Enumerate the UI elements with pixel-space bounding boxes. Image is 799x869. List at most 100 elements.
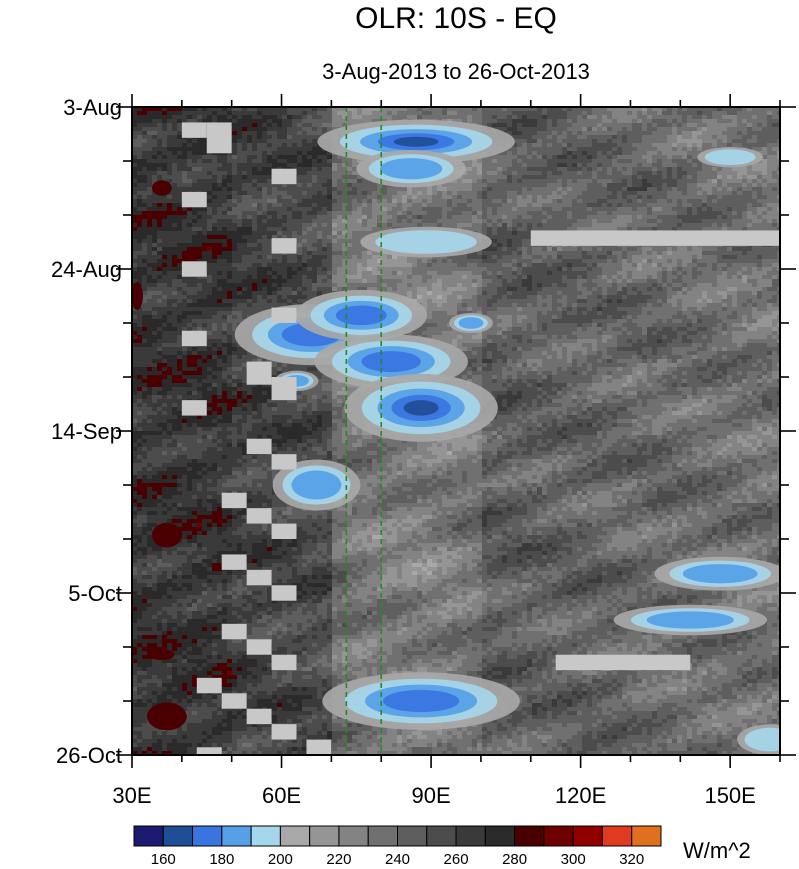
olr-cell <box>207 235 213 240</box>
olr-cell <box>197 183 203 188</box>
olr-cell <box>672 111 678 116</box>
olr-cell <box>752 203 758 208</box>
olr-cell <box>742 219 748 224</box>
olr-cell <box>552 151 558 156</box>
olr-cell <box>297 147 303 152</box>
olr-cell <box>182 211 188 216</box>
olr-cell <box>692 139 698 144</box>
olr-cell <box>642 115 648 120</box>
olr-cell <box>647 199 653 204</box>
olr-cell <box>277 151 283 156</box>
olr-cell <box>562 159 568 164</box>
olr-cell <box>347 175 353 180</box>
olr-cell <box>757 187 763 192</box>
olr-cell <box>387 199 393 204</box>
olr-cell <box>397 255 403 260</box>
olr-cell <box>172 119 178 124</box>
olr-cell <box>492 107 498 112</box>
olr-cell <box>372 207 378 212</box>
olr-cell <box>702 127 708 132</box>
olr-cell <box>352 235 358 240</box>
olr-cell <box>152 219 158 224</box>
olr-cell <box>252 155 258 160</box>
olr-cell <box>512 215 518 220</box>
olr-cell <box>547 171 553 176</box>
olr-cell <box>747 175 753 180</box>
olr-cell <box>342 107 348 112</box>
olr-cell <box>152 171 158 176</box>
olr-cell <box>777 183 780 188</box>
olr-cell <box>387 115 393 120</box>
olr-cell <box>562 131 568 136</box>
olr-cell <box>317 123 323 128</box>
olr-cell <box>647 187 653 192</box>
olr-cell <box>722 135 728 140</box>
olr-cell <box>662 207 668 212</box>
olr-cell <box>522 123 528 128</box>
olr-cell <box>162 231 168 236</box>
olr-cell <box>257 183 263 188</box>
olr-cell <box>717 255 723 260</box>
olr-cell <box>327 223 333 228</box>
olr-cell <box>302 215 308 220</box>
olr-cell <box>582 139 588 144</box>
olr-cell <box>337 191 343 196</box>
olr-cell <box>647 215 653 220</box>
olr-cell <box>752 147 758 152</box>
olr-cell <box>572 155 578 160</box>
olr-cell <box>507 235 513 240</box>
olr-cell <box>317 119 323 124</box>
olr-cell <box>747 247 753 252</box>
olr-cell <box>522 127 528 132</box>
olr-cell <box>387 211 393 216</box>
olr-cell <box>322 207 328 212</box>
olr-cell <box>657 171 663 176</box>
olr-cell <box>297 203 303 208</box>
olr-cell <box>767 247 773 252</box>
olr-cell <box>222 251 228 256</box>
olr-cell <box>532 179 538 184</box>
olr-cell <box>247 199 253 204</box>
olr-cell <box>232 207 238 212</box>
olr-cell <box>632 171 638 176</box>
olr-cell <box>137 127 143 132</box>
olr-cell <box>472 219 478 224</box>
olr-cell <box>517 199 523 204</box>
olr-cell <box>247 235 253 240</box>
olr-cell <box>712 131 718 136</box>
olr-cell <box>777 179 780 184</box>
olr-cell <box>162 111 168 116</box>
olr-cell <box>302 243 308 248</box>
olr-cell <box>697 119 703 124</box>
olr-cell <box>207 171 213 176</box>
olr-cell <box>772 111 778 116</box>
olr-cell <box>322 163 328 168</box>
olr-cell <box>262 211 268 216</box>
olr-cell <box>207 175 213 180</box>
olr-cell <box>487 115 493 120</box>
olr-cell <box>142 147 148 152</box>
olr-cell <box>577 211 583 216</box>
olr-cell <box>267 175 273 180</box>
olr-cell <box>537 223 543 228</box>
olr-cell <box>297 139 303 144</box>
olr-cell <box>297 255 303 260</box>
olr-cell <box>657 167 663 172</box>
olr-cell <box>222 239 228 244</box>
olr-cell <box>362 255 368 260</box>
olr-cell <box>762 139 768 144</box>
olr-cell <box>607 119 613 124</box>
olr-cell <box>302 175 308 180</box>
olr-cell <box>167 211 173 216</box>
olr-cell <box>682 215 688 220</box>
olr-cell <box>322 255 328 260</box>
olr-cell <box>662 251 668 256</box>
olr-cell <box>552 131 558 136</box>
olr-cell <box>652 107 658 112</box>
olr-cell <box>237 127 243 132</box>
olr-cell <box>147 135 153 140</box>
olr-cell <box>507 127 513 132</box>
olr-cell <box>262 199 268 204</box>
olr-cell <box>192 183 198 188</box>
olr-cell <box>242 207 248 212</box>
